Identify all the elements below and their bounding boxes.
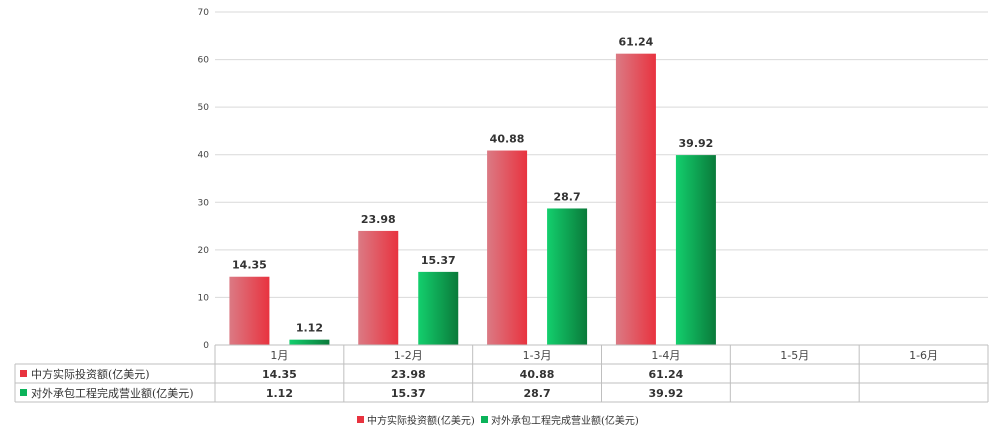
table-cell: 61.24 [649, 368, 684, 381]
y-tick-label: 50 [198, 103, 210, 113]
x-category-label: 1月 [270, 349, 288, 362]
y-tick-label: 10 [198, 293, 210, 303]
x-category-label: 1-6月 [909, 349, 938, 362]
data-label: 15.37 [421, 254, 456, 267]
table-cell: 14.35 [262, 368, 297, 381]
bar-series-2 [289, 339, 330, 345]
legend-key [20, 389, 27, 396]
data-label: 1.12 [296, 322, 323, 335]
x-category-label: 1-5月 [780, 349, 809, 362]
table-cell: 40.88 [520, 368, 555, 381]
table-row-header: 中方实际投资额(亿美元) [31, 367, 150, 381]
x-category-label: 1-3月 [523, 349, 552, 362]
bar-series-1 [615, 53, 656, 345]
x-category-label: 1-4月 [651, 349, 680, 362]
data-label: 23.98 [361, 213, 396, 226]
legend-key [20, 370, 27, 377]
y-tick-label: 40 [198, 151, 210, 161]
legend-key [481, 416, 488, 423]
table-row-header: 对外承包工程完成营业额(亿美元) [31, 386, 194, 400]
data-label: 40.88 [490, 133, 525, 146]
data-label: 39.92 [679, 137, 714, 150]
bar-series-1 [487, 150, 528, 345]
table-cell: 39.92 [649, 387, 684, 400]
table-cell: 28.7 [524, 387, 551, 400]
legend-label: 中方实际投资额(亿美元) [367, 414, 475, 427]
y-tick-label: 60 [198, 56, 210, 66]
legend-label: 对外承包工程完成营业额(亿美元) [491, 414, 639, 427]
table-cell: 1.12 [266, 387, 293, 400]
y-tick-label: 0 [203, 341, 209, 351]
data-label: 28.7 [554, 190, 581, 203]
table-cell: 15.37 [391, 387, 426, 400]
bar-series-2 [418, 271, 459, 345]
legend-key [357, 416, 364, 423]
table-cell: 23.98 [391, 368, 426, 381]
x-category-label: 1-2月 [394, 349, 423, 362]
y-tick-label: 30 [198, 198, 210, 208]
y-tick-label: 70 [198, 8, 210, 18]
bar-series-2 [547, 208, 588, 345]
data-label: 61.24 [619, 36, 654, 49]
bar-series-1 [229, 276, 270, 345]
bar-series-1 [358, 230, 399, 345]
y-tick-label: 20 [198, 246, 210, 256]
data-label: 14.35 [232, 259, 267, 272]
bar-series-2 [675, 155, 716, 345]
